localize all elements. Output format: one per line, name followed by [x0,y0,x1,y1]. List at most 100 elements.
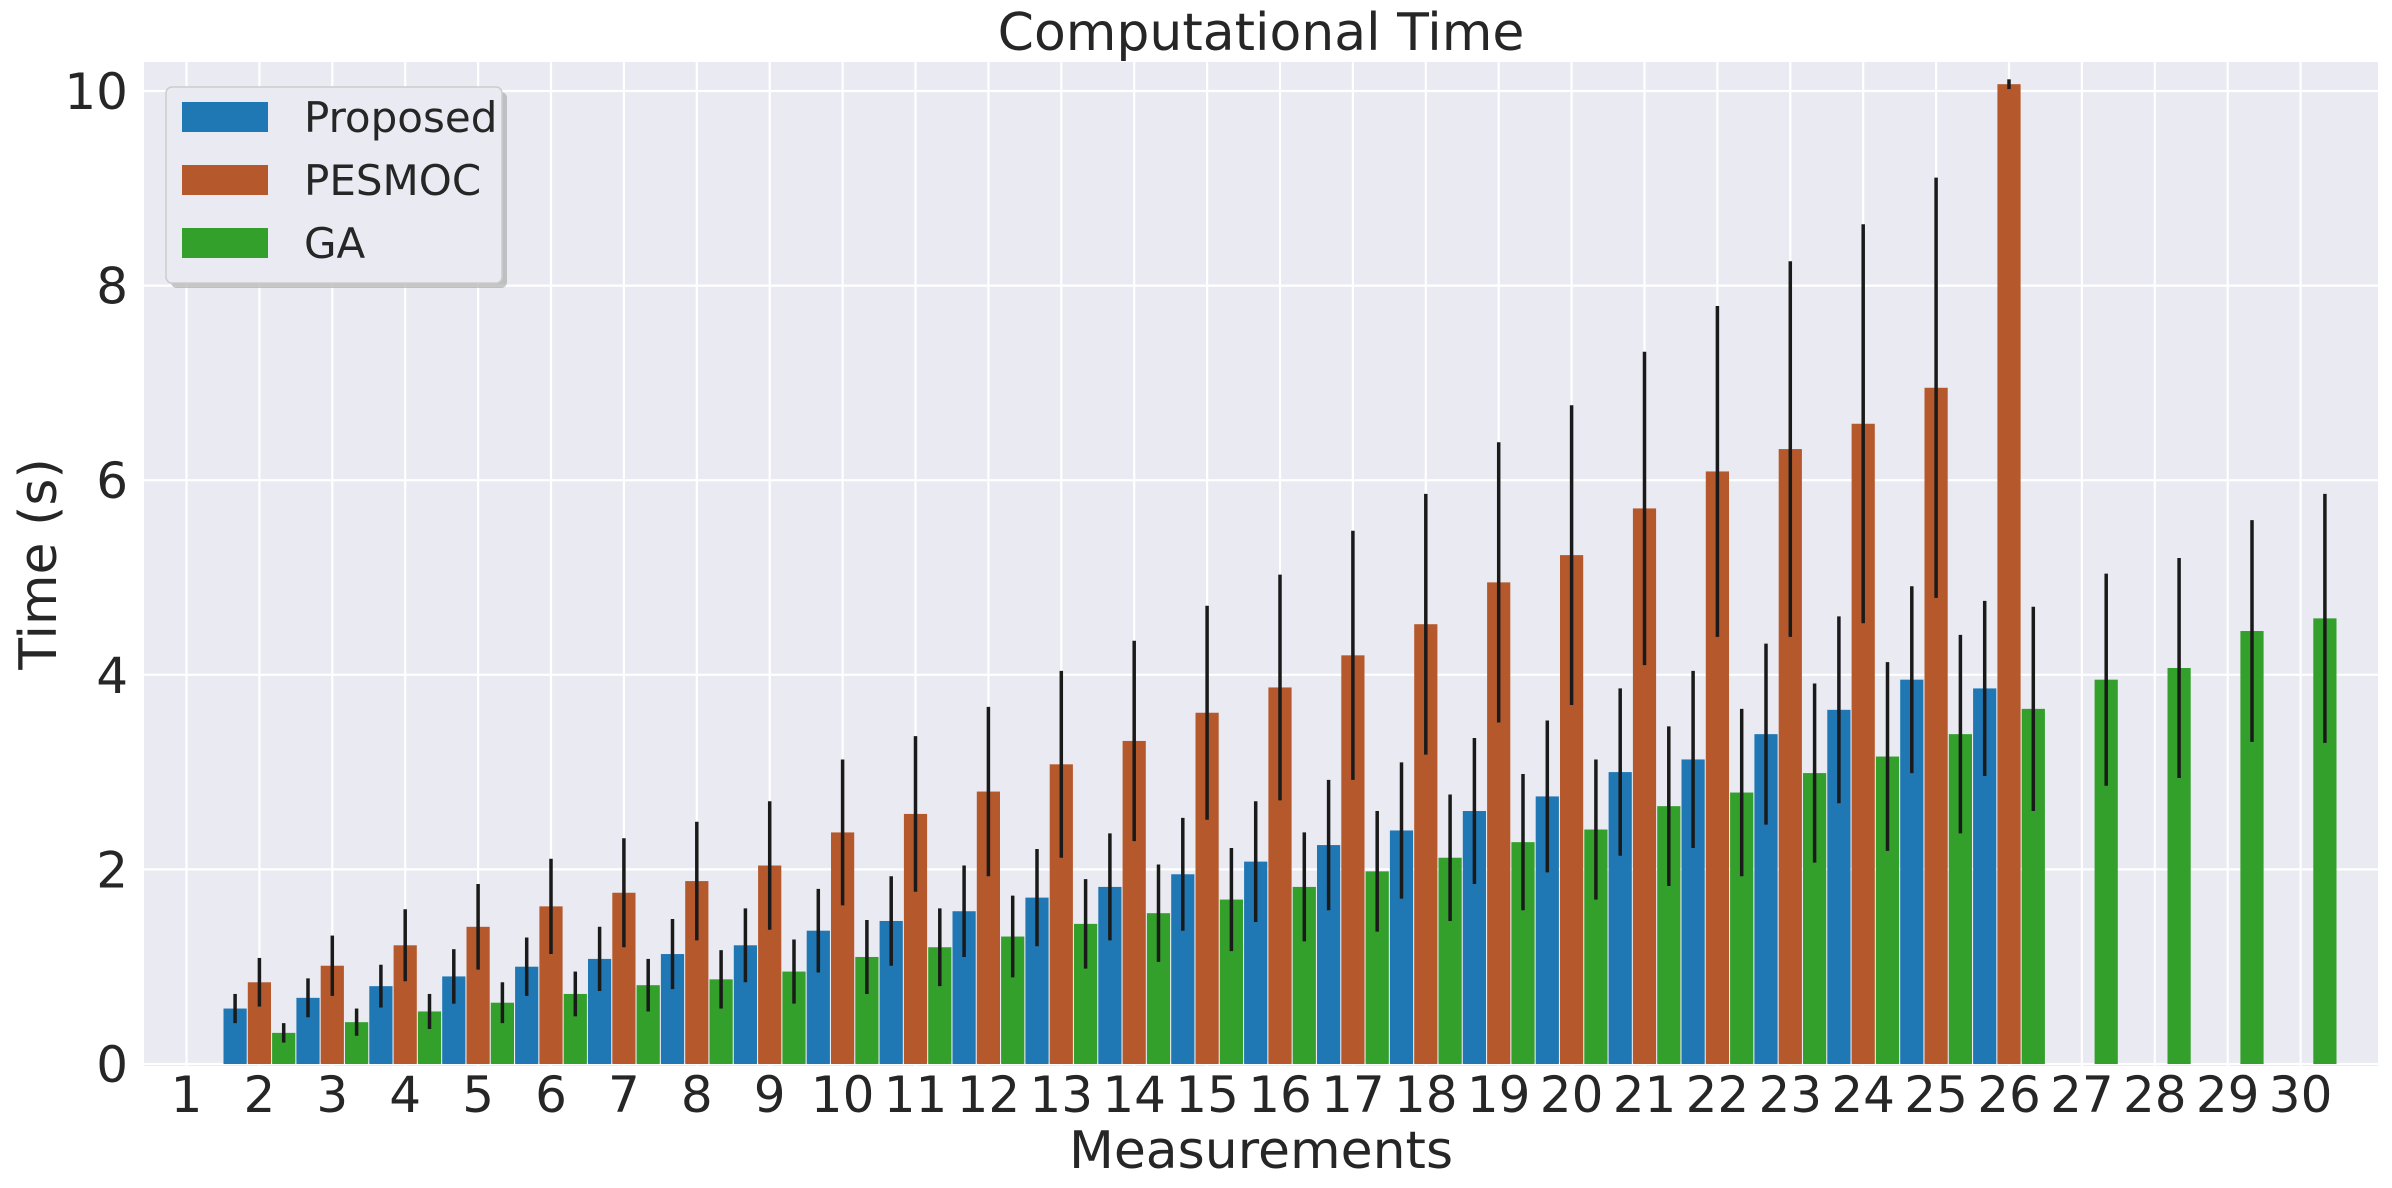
bar-ga [563,993,587,1064]
bar-ga [709,979,733,1064]
x-tick-label: 25 [1904,1066,1968,1124]
bar-proposed [1317,845,1341,1064]
bar-ga [1657,806,1681,1064]
bar-ga [1948,734,1972,1064]
bar-ga [1365,871,1389,1064]
bar-proposed [660,954,685,1064]
bar-proposed [952,911,976,1064]
x-tick-label: 30 [2269,1066,2333,1124]
bar-proposed [1098,886,1122,1064]
bar-ga [928,947,952,1064]
y-tick-label: 6 [96,452,128,510]
bar-proposed [806,930,830,1064]
bar-proposed [1681,759,1705,1064]
x-tick-label: 27 [2050,1066,2114,1124]
x-tick-label: 10 [811,1066,875,1124]
bar-ga [782,971,806,1064]
bar-proposed [1535,796,1559,1064]
x-tick-label: 2 [243,1066,275,1124]
bar-proposed [1608,772,1632,1064]
bar-ga [345,1022,369,1064]
bar-ga [417,1011,442,1064]
legend-label-ga: GA [304,219,366,268]
chart-title: Computational Time [998,3,1525,63]
bar-ga [490,1002,514,1064]
y-axis-title: Time (s) [9,458,69,670]
x-tick-label: 12 [957,1066,1021,1124]
bar-proposed [442,976,466,1064]
bar-proposed [1900,679,1924,1064]
y-tick-label: 0 [96,1036,128,1094]
bar-proposed [1025,897,1049,1064]
x-tick-label: 3 [316,1066,348,1124]
bar-proposed [296,997,320,1064]
bar-proposed [1244,861,1268,1064]
bar-pesmoc [1341,655,1365,1064]
bar-pesmoc [1560,555,1584,1064]
bar-pesmoc [393,945,417,1064]
bar-proposed [223,1008,247,1064]
bar-pesmoc [1997,84,2021,1064]
y-tick-labels: 0 2 4 6 8 10 [64,63,128,1094]
y-tick-label: 2 [96,841,128,899]
legend-label-pesmoc: PESMOC [304,156,481,205]
x-tick-label: 17 [1321,1066,1385,1124]
bar-proposed [1389,830,1414,1064]
legend-label-proposed: Proposed [304,93,497,142]
bar-proposed [588,958,612,1064]
bar-pesmoc [1487,582,1511,1064]
y-tick-label: 4 [96,647,128,705]
bar-ga [2094,679,2118,1064]
bar-ga [2021,708,2045,1064]
x-tick-label: 8 [681,1066,713,1124]
x-tick-label: 14 [1102,1066,1166,1124]
x-tick-label: 21 [1613,1066,1677,1124]
bar-proposed [879,920,903,1064]
bar-ga [1074,923,1098,1064]
x-tick-label: 16 [1248,1066,1312,1124]
bar-ga [1730,792,1754,1064]
x-tick-label: 9 [754,1066,786,1124]
bar-pesmoc [1705,471,1729,1064]
bar-ga [1584,829,1608,1064]
bar-proposed [1754,734,1778,1064]
y-tick-label: 10 [64,63,128,121]
bar-pesmoc [1851,423,1875,1064]
bar-pesmoc [320,965,344,1064]
bar-pesmoc [831,832,855,1064]
x-axis-title: Measurements [1069,1121,1453,1181]
x-tick-labels: 1 2 3 4 5 6 7 8 9 10 11 12 13 14 15 16 17 18 19 20 21 22 23 24 2… [171,1066,2333,1124]
bar-pesmoc [1049,764,1073,1064]
legend: Proposed PESMOC GA [165,86,507,288]
bar-pesmoc [1778,449,1802,1065]
bar-pesmoc [1924,387,1948,1064]
bar-ga [1146,913,1171,1064]
bar-pesmoc [247,982,271,1064]
bar-proposed [1171,874,1195,1064]
bar-ga [855,956,879,1064]
bar-pesmoc [758,865,782,1064]
x-tick-label: 15 [1175,1066,1239,1124]
x-tick-label: 18 [1394,1066,1458,1124]
bar-ga [1803,773,1827,1064]
x-tick-label: 4 [389,1066,421,1124]
bar-pesmoc [976,791,1000,1064]
x-tick-label: 20 [1540,1066,1604,1124]
bar-pesmoc [903,813,928,1064]
x-tick-label: 24 [1831,1066,1895,1124]
x-tick-label: 1 [171,1066,203,1124]
bar-proposed [1973,688,1997,1064]
bar-pesmoc [1268,687,1292,1064]
bar-ga [2167,667,2191,1064]
bar-pesmoc [1414,624,1438,1064]
error-bars [233,79,2327,1043]
bar-proposed [515,966,539,1064]
bar-pesmoc [612,892,636,1064]
bar-pesmoc [1122,740,1146,1064]
bar-ga [636,985,660,1064]
bars [223,84,2337,1065]
bar-proposed [369,986,393,1064]
x-tick-label: 19 [1467,1066,1531,1124]
bar-pesmoc [1195,712,1219,1064]
